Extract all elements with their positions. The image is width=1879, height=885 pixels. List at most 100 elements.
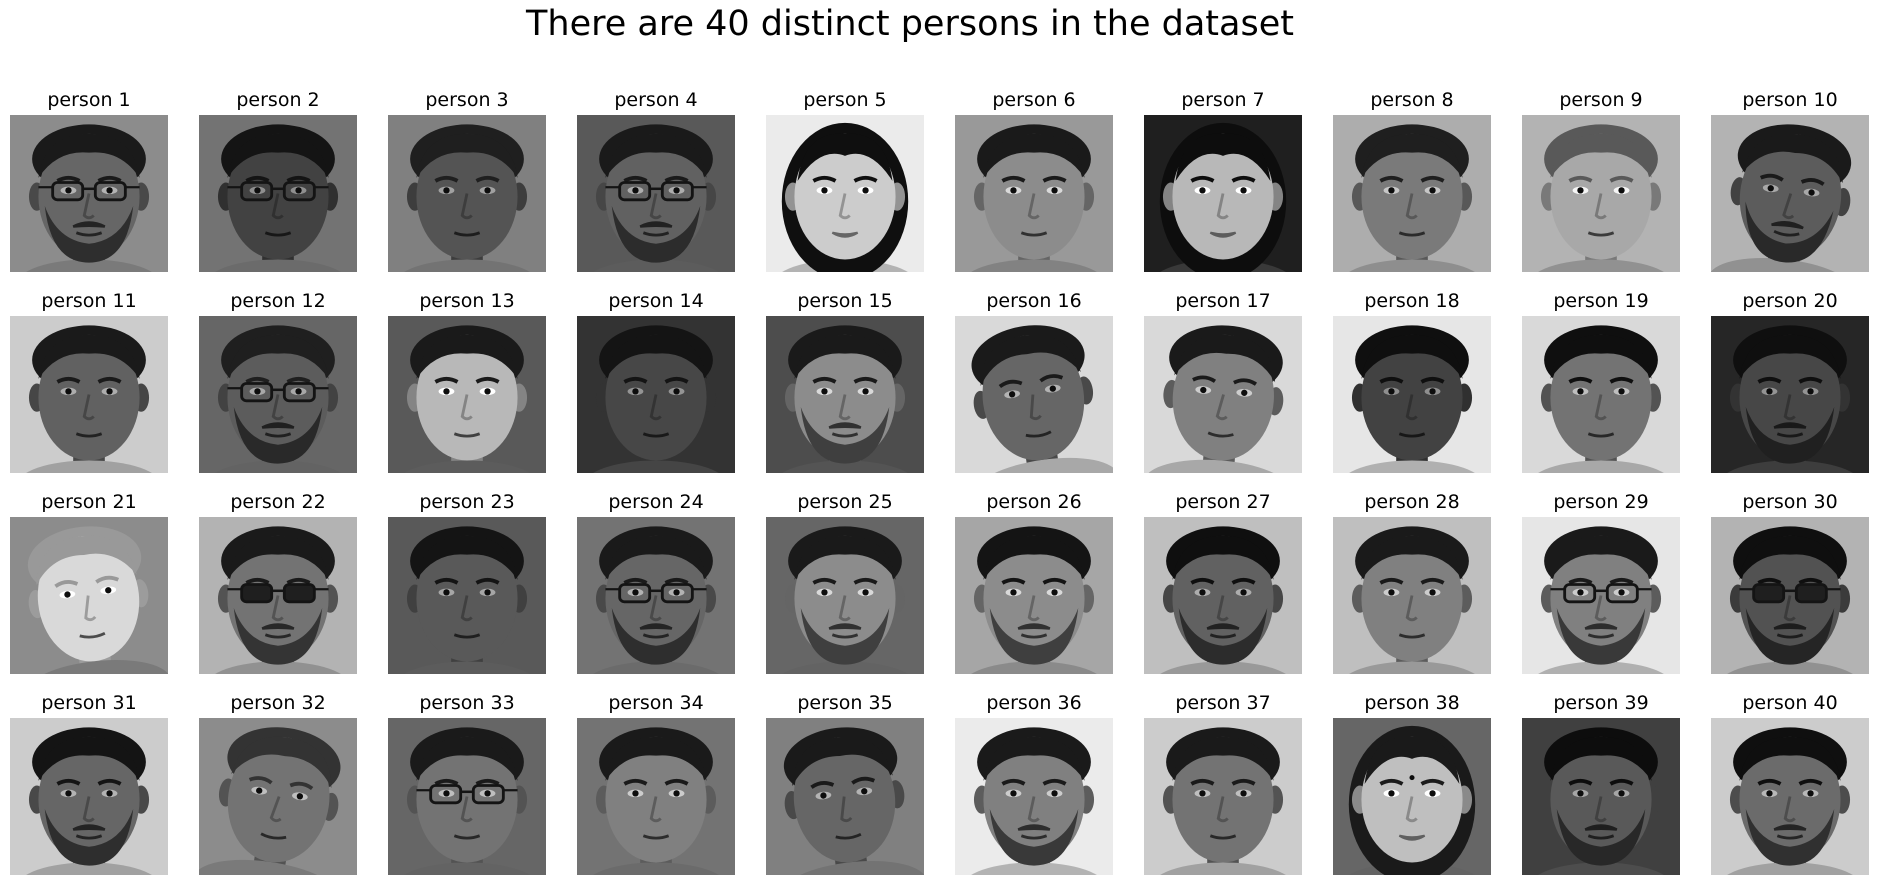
- person-label: person 20: [1742, 290, 1838, 312]
- face-image: [766, 115, 924, 272]
- face-cell: person 37: [1144, 691, 1302, 875]
- face-cell: person 40: [1711, 691, 1869, 875]
- person-label: person 8: [1370, 89, 1454, 111]
- person-label: person 31: [41, 692, 137, 714]
- face-image: [1711, 517, 1869, 674]
- person-label: person 38: [1364, 692, 1460, 714]
- person-label: person 35: [797, 692, 893, 714]
- face-image: [388, 115, 546, 272]
- face-image: [1522, 316, 1680, 473]
- person-label: person 24: [608, 491, 704, 513]
- person-label: person 27: [1175, 491, 1271, 513]
- face-grid: person 1 person 2 person 3 person 4 person 5…: [10, 88, 1870, 880]
- face-cell: person 29: [1522, 490, 1680, 674]
- person-label: person 36: [986, 692, 1082, 714]
- person-label: person 14: [608, 290, 704, 312]
- face-cell: person 19: [1522, 289, 1680, 473]
- face-image: [577, 115, 735, 272]
- person-label: person 30: [1742, 491, 1838, 513]
- face-cell: person 2: [199, 88, 357, 272]
- face-cell: person 23: [388, 490, 546, 674]
- face-image: [199, 316, 357, 473]
- person-label: person 18: [1364, 290, 1460, 312]
- person-label: person 23: [419, 491, 515, 513]
- face-image: [10, 115, 168, 272]
- face-image: [766, 316, 924, 473]
- face-image: [1144, 517, 1302, 674]
- face-image: [577, 316, 735, 473]
- face-cell: person 28: [1333, 490, 1491, 674]
- person-label: person 4: [614, 89, 698, 111]
- face-image: [199, 517, 357, 674]
- face-image: [388, 517, 546, 674]
- face-cell: person 25: [766, 490, 924, 674]
- face-cell: person 21: [10, 490, 168, 674]
- face-cell: person 7: [1144, 88, 1302, 272]
- face-cell: person 38: [1333, 691, 1491, 875]
- person-label: person 1: [47, 89, 131, 111]
- face-image: [1711, 316, 1869, 473]
- face-image: [10, 718, 168, 875]
- face-cell: person 34: [577, 691, 735, 875]
- person-label: person 32: [230, 692, 326, 714]
- figure-title: There are 40 distinct persons in the dat…: [526, 4, 1294, 44]
- face-cell: person 39: [1522, 691, 1680, 875]
- person-label: person 25: [797, 491, 893, 513]
- face-image: [1144, 316, 1302, 473]
- face-cell: person 24: [577, 490, 735, 674]
- face-cell: person 27: [1144, 490, 1302, 674]
- face-cell: person 32: [199, 691, 357, 875]
- face-image: [1333, 718, 1491, 875]
- face-cell: person 26: [955, 490, 1113, 674]
- person-label: person 33: [419, 692, 515, 714]
- person-label: person 9: [1559, 89, 1643, 111]
- face-cell: person 22: [199, 490, 357, 674]
- face-cell: person 33: [388, 691, 546, 875]
- face-cell: person 18: [1333, 289, 1491, 473]
- face-image: [1333, 115, 1491, 272]
- face-image: [955, 517, 1113, 674]
- face-image: [1711, 115, 1869, 272]
- face-image: [1333, 316, 1491, 473]
- person-label: person 6: [992, 89, 1076, 111]
- person-label: person 26: [986, 491, 1082, 513]
- face-image: [1144, 718, 1302, 875]
- face-cell: person 15: [766, 289, 924, 473]
- person-label: person 15: [797, 290, 893, 312]
- face-image: [1333, 517, 1491, 674]
- person-label: person 3: [425, 89, 509, 111]
- face-cell: person 8: [1333, 88, 1491, 272]
- face-image: [1522, 115, 1680, 272]
- face-image: [199, 718, 357, 875]
- person-label: person 22: [230, 491, 326, 513]
- face-cell: person 31: [10, 691, 168, 875]
- face-image: [10, 316, 168, 473]
- face-cell: person 1: [10, 88, 168, 272]
- face-cell: person 10: [1711, 88, 1869, 272]
- person-label: person 37: [1175, 692, 1271, 714]
- face-cell: person 16: [955, 289, 1113, 473]
- face-cell: person 30: [1711, 490, 1869, 674]
- person-label: person 40: [1742, 692, 1838, 714]
- face-image: [955, 718, 1113, 875]
- person-label: person 21: [41, 491, 137, 513]
- face-cell: person 3: [388, 88, 546, 272]
- person-label: person 19: [1553, 290, 1649, 312]
- face-image: [1144, 115, 1302, 272]
- face-image: [955, 115, 1113, 272]
- face-cell: person 13: [388, 289, 546, 473]
- person-label: person 5: [803, 89, 887, 111]
- person-label: person 12: [230, 290, 326, 312]
- face-image: [388, 316, 546, 473]
- face-image: [577, 517, 735, 674]
- person-label: person 2: [236, 89, 320, 111]
- face-image: [1711, 718, 1869, 875]
- face-cell: person 11: [10, 289, 168, 473]
- face-cell: person 17: [1144, 289, 1302, 473]
- face-image: [199, 115, 357, 272]
- person-label: person 34: [608, 692, 704, 714]
- person-label: person 16: [986, 290, 1082, 312]
- person-label: person 10: [1742, 89, 1838, 111]
- person-label: person 28: [1364, 491, 1460, 513]
- person-label: person 39: [1553, 692, 1649, 714]
